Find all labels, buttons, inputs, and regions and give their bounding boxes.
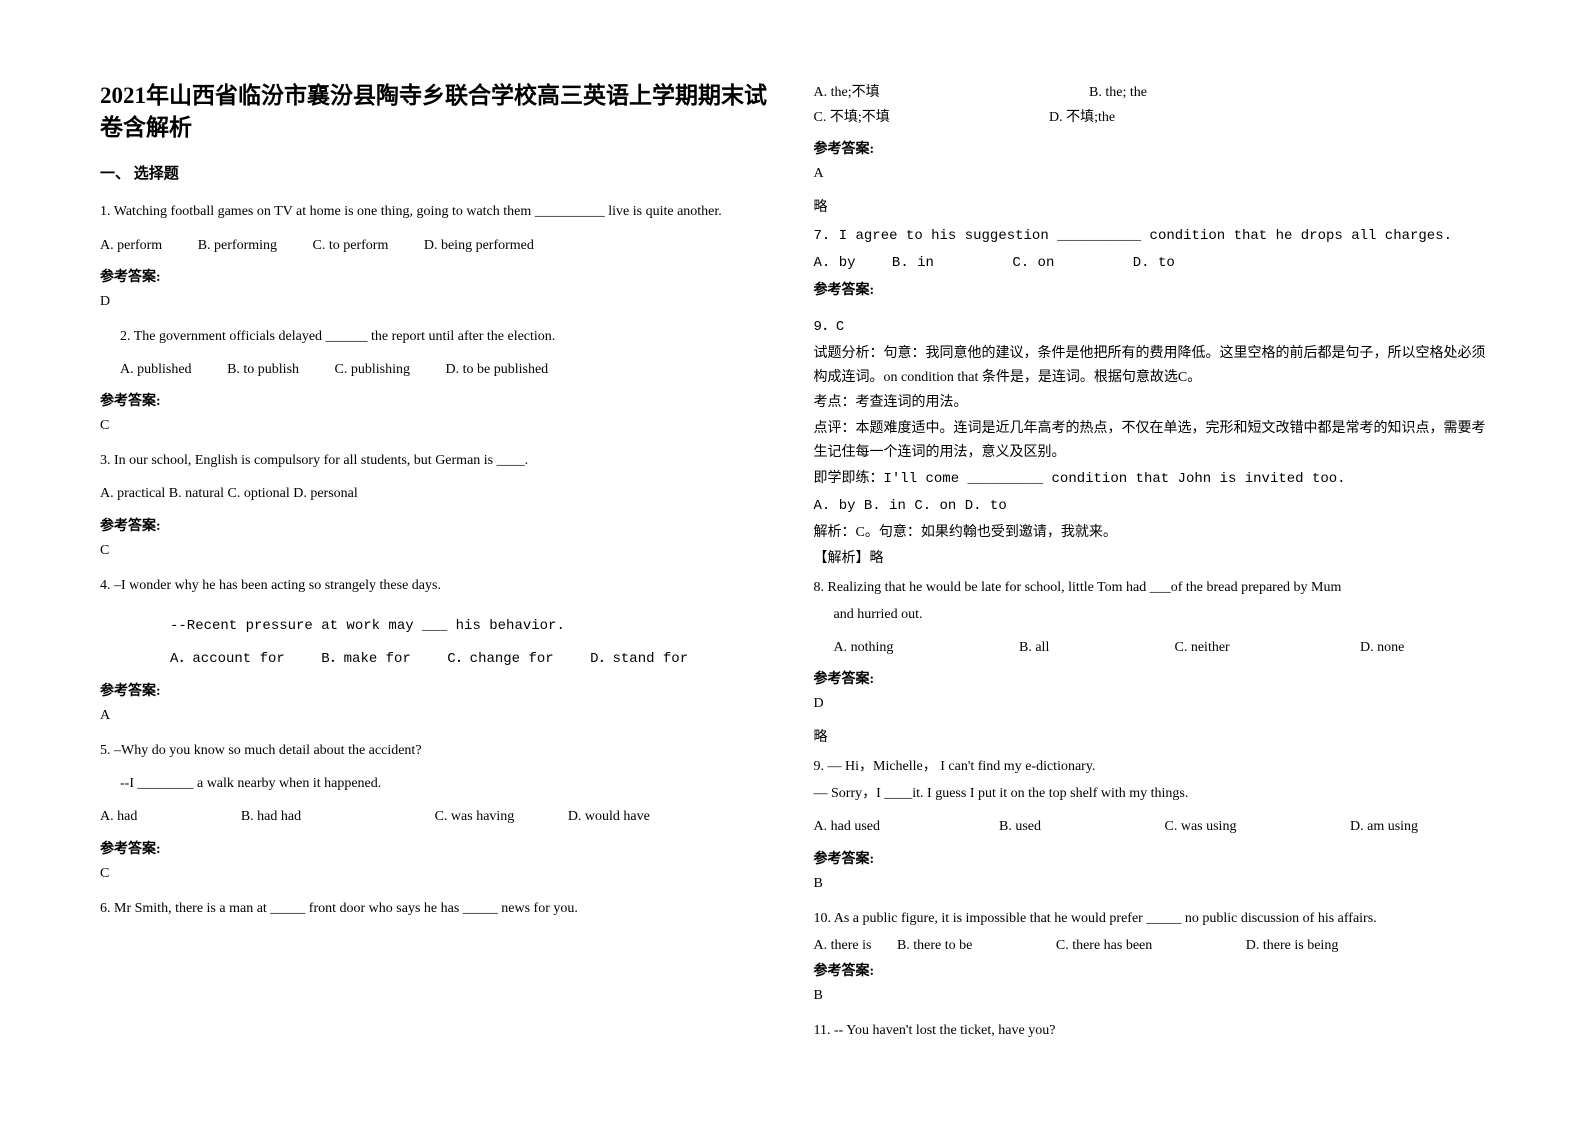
q4-optC: C．change for <box>447 651 553 667</box>
q2-optD: D. to be published <box>446 357 549 382</box>
q7-a2: 考点：考查连词的用法。 <box>814 391 1488 415</box>
q2-options: A. published B. to publish C. publishing… <box>100 357 774 382</box>
q1-optB: B. performing <box>198 233 277 258</box>
q4-answer-label: 参考答案: <box>100 680 774 700</box>
q7-ansline: 9．C <box>814 315 1488 340</box>
q10-optD: D. there is being <box>1246 933 1339 958</box>
q4-sub: --Recent pressure at work may ___ his be… <box>100 614 774 639</box>
q10-answer: B <box>814 988 1488 1004</box>
q10-answer-label: 参考答案: <box>814 960 1488 980</box>
q6-optD: D. 不填;the <box>1049 105 1115 130</box>
q7-a6: 【解析】略 <box>814 547 1488 571</box>
q1-optD: D. being performed <box>424 233 534 258</box>
q8-note: 略 <box>814 726 1488 750</box>
q10-options: A. there is B. there to be C. there has … <box>814 933 1488 958</box>
q1-optC: C. to perform <box>313 233 389 258</box>
q2-answer-label: 参考答案: <box>100 390 774 410</box>
q5-answer-label: 参考答案: <box>100 838 774 858</box>
q6-options: A. the;不填 B. the; the C. 不填;不填 D. 不填;the <box>814 80 1488 130</box>
q9-answer: B <box>814 876 1488 892</box>
q5-optD: D. would have <box>568 804 650 829</box>
q9-optB: B. used <box>999 814 1129 839</box>
q7-optB: B. in <box>892 255 934 271</box>
q4-options: A．account for B．make for C．change for D．… <box>100 647 774 672</box>
right-column: A. the;不填 B. the; the C. 不填;不填 D. 不填;the… <box>814 80 1488 1082</box>
q1-answer-label: 参考答案: <box>100 266 774 286</box>
q9-options: A. had used B. used C. was using D. am u… <box>814 814 1488 839</box>
q1-optA: A. perform <box>100 233 162 258</box>
q1-options: A. perform B. performing C. to perform D… <box>100 233 774 258</box>
q5-optC: C. was having <box>435 804 515 829</box>
q5-options: A. had B. had had C. was having D. would… <box>100 804 774 829</box>
q4-optB: B．make for <box>321 651 411 667</box>
q5-optA: A. had <box>100 804 137 829</box>
q3-options: A. practical B. natural C. optional D. p… <box>100 481 774 506</box>
q8-text: 8. Realizing that he would be late for s… <box>814 575 1488 600</box>
q7-optD: D. to <box>1133 255 1175 271</box>
q7-a5: 解析：C。句意：如果约翰也受到邀请，我就来。 <box>814 521 1488 545</box>
q7-answer-label: 参考答案: <box>814 279 1488 299</box>
q4-answer: A <box>100 708 774 724</box>
q7-optC: C. on <box>1012 255 1054 271</box>
q7-a3: 点评：本题难度适中。连词是近几年高考的热点，不仅在单选，完形和短文改错中都是常考… <box>814 417 1488 465</box>
q7-options: A. by B. in C. on D. to <box>814 251 1488 276</box>
q5-text: 5. –Why do you know so much detail about… <box>100 738 774 763</box>
q6-text: 6. Mr Smith, there is a man at _____ fro… <box>100 896 774 921</box>
q7-a1: 试题分析：句意：我同意他的建议，条件是他把所有的费用降低。这里空格的前后都是句子… <box>814 342 1488 390</box>
q10-text: 10. As a public figure, it is impossible… <box>814 906 1488 931</box>
q10-optB: B. there to be <box>897 933 972 958</box>
q7-text: 7. I agree to his suggestion __________ … <box>814 224 1488 249</box>
q10-optA: A. there is <box>814 933 872 958</box>
q4-optD: D．stand for <box>590 651 688 667</box>
q11-text: 11. -- You haven't lost the ticket, have… <box>814 1018 1488 1043</box>
q2-text: 2. The government officials delayed ____… <box>100 324 774 349</box>
q8-sub: and hurried out. <box>814 602 1488 627</box>
q8-answer-label: 参考答案: <box>814 668 1488 688</box>
q5-answer: C <box>100 866 774 882</box>
q2-optC: C. publishing <box>335 357 410 382</box>
q9-optD: D. am using <box>1350 814 1418 839</box>
left-column: 2021年山西省临汾市襄汾县陶寺乡联合学校高三英语上学期期末试卷含解析 一、 选… <box>100 80 774 1082</box>
q8-optC: C. neither <box>1175 635 1325 660</box>
section-header: 一、 选择题 <box>100 162 774 183</box>
q5-sub: --I ________ a walk nearby when it happe… <box>100 771 774 796</box>
q9-text: 9. — Hi，Michelle， I can't find my e-dict… <box>814 754 1488 779</box>
q2-optA: A. published <box>120 357 192 382</box>
q9-sub: — Sorry，I ____it. I guess I put it on th… <box>814 781 1488 806</box>
q2-optB: B. to publish <box>227 357 299 382</box>
q9-optA: A. had used <box>814 814 964 839</box>
q5-optB: B. had had <box>241 804 301 829</box>
q7-optA: A. by <box>814 255 856 271</box>
q3-answer: C <box>100 543 774 559</box>
q4-optA: A．account for <box>170 651 285 667</box>
q8-optB: B. all <box>1019 635 1139 660</box>
q8-options: A. nothing B. all C. neither D. none <box>814 635 1488 660</box>
q9-answer-label: 参考答案: <box>814 848 1488 868</box>
q1-answer: D <box>100 294 774 310</box>
q3-text: 3. In our school, English is compulsory … <box>100 448 774 473</box>
q6-optC: C. 不填;不填 <box>814 105 1014 130</box>
q3-answer-label: 参考答案: <box>100 515 774 535</box>
q8-answer: D <box>814 696 1488 712</box>
q6-optA: A. the;不填 <box>814 80 1054 105</box>
q2-answer: C <box>100 418 774 434</box>
exam-title: 2021年山西省临汾市襄汾县陶寺乡联合学校高三英语上学期期末试卷含解析 <box>100 80 774 144</box>
q8-optA: A. nothing <box>834 635 984 660</box>
q6-note: 略 <box>814 196 1488 220</box>
q1-text: 1. Watching football games on TV at home… <box>100 199 774 224</box>
q7-a4: 即学即练：I'll come _________ condition that … <box>814 467 1488 492</box>
q6-optB: B. the; the <box>1089 80 1259 105</box>
q8-optD: D. none <box>1360 635 1404 660</box>
q4-text: 4. –I wonder why he has been acting so s… <box>100 573 774 598</box>
q6-answer-label: 参考答案: <box>814 138 1488 158</box>
q9-optC: C. was using <box>1165 814 1315 839</box>
q7-a4opts: A. by B. in C. on D. to <box>814 494 1488 519</box>
q10-optC: C. there has been <box>1056 933 1152 958</box>
q6-answer: A <box>814 166 1488 182</box>
